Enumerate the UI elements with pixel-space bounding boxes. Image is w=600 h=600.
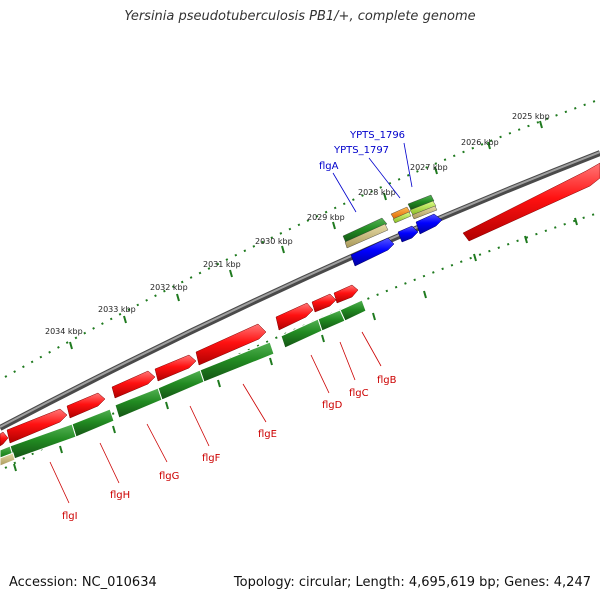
label-leader	[146, 423, 168, 463]
accession-text: Accession: NC_010634	[9, 575, 157, 590]
tick-label: 2029 kbp	[307, 213, 345, 222]
major-tick	[423, 290, 427, 299]
gene-feature-reverse	[280, 318, 323, 349]
gene-feature-forward	[6, 408, 68, 444]
label-leader	[49, 461, 70, 504]
label-leader	[339, 341, 356, 381]
major-tick	[229, 269, 233, 278]
major-tick	[165, 401, 169, 410]
label-leader	[332, 172, 357, 213]
gene-feature-forward	[409, 200, 437, 216]
gene-label-flge: flgE	[258, 429, 277, 440]
genome-summary-text: Topology: circular; Length: 4,695,619 bp…	[233, 575, 591, 590]
gene-label-flga: flgA	[319, 161, 339, 172]
tick-label: 2030 kbp	[255, 237, 293, 246]
gene-feature-forward	[411, 205, 438, 220]
gene-feature-other	[397, 225, 419, 243]
outer-tick-track	[4, 99, 599, 378]
major-tick	[372, 312, 376, 321]
inner-major-ticks	[13, 217, 578, 472]
major-tick	[269, 357, 273, 366]
tick-label: 2033 kbp	[98, 305, 136, 314]
major-tick	[281, 245, 285, 254]
major-tick	[383, 192, 387, 201]
major-tick	[112, 425, 116, 434]
gene-feature-forward	[0, 431, 9, 447]
major-tick	[574, 217, 578, 226]
forward-strand-features	[0, 162, 600, 447]
tick-label: 2026 kbp	[461, 138, 499, 147]
gene-feature-forward	[195, 323, 267, 366]
major-tick	[539, 120, 543, 129]
gene-label-flgi: flgI	[62, 511, 78, 522]
label-leader	[189, 405, 210, 447]
gene-feature-other	[350, 237, 395, 267]
label-leader	[368, 157, 401, 199]
gene-feature-forward	[342, 217, 388, 244]
top-label-leaders	[332, 142, 413, 213]
major-tick	[123, 315, 127, 324]
label-leader	[403, 142, 413, 188]
reverse-strand-features	[0, 299, 367, 467]
major-tick	[332, 221, 336, 230]
gene-feature-forward	[392, 211, 412, 224]
other-features	[350, 213, 443, 267]
gene-feature-reverse	[114, 387, 163, 419]
ypts-region-features	[342, 194, 438, 249]
major-tick	[321, 334, 325, 343]
gene-feature-reverse	[317, 309, 346, 332]
tick-label: 2031 kbp	[203, 260, 241, 269]
tick-label: 2032 kbp	[150, 283, 188, 292]
label-leader	[99, 442, 120, 484]
label-leader	[361, 331, 382, 367]
gene-feature-forward	[66, 392, 106, 419]
gene-feature-forward	[344, 223, 389, 249]
gene-label-flgg: flgG	[159, 471, 179, 482]
gene-label-flgd: flgD	[322, 400, 343, 411]
bottom-gene-labels: flgB flgC flgD flgE flgF flgG flgH flgI	[62, 375, 397, 522]
gene-feature-forward	[111, 370, 156, 399]
label-leader	[242, 383, 267, 423]
gene-feature-forward	[407, 194, 435, 211]
gene-feature-reverse	[0, 452, 16, 467]
major-tick	[434, 166, 438, 175]
genome-backbone	[0, 150, 600, 431]
major-tick	[487, 141, 491, 150]
major-tick	[69, 341, 73, 350]
bottom-label-leaders	[49, 331, 382, 504]
gene-feature-forward	[390, 206, 411, 220]
tick-label: 2027 kbp	[410, 163, 448, 172]
gene-feature-other	[415, 213, 443, 235]
tick-label: 2025 kbp	[512, 112, 550, 121]
major-tick	[473, 253, 477, 262]
gene-feature-forward	[154, 354, 197, 382]
major-tick	[176, 293, 180, 302]
top-gene-labels: YPTS_1796 YPTS_1797 flgA	[319, 130, 405, 172]
tick-label: 2028 kbp	[358, 188, 396, 197]
major-tick	[13, 463, 17, 472]
tick-label: 2034 kbp	[45, 327, 83, 336]
major-tick	[217, 379, 221, 388]
gene-feature-forward	[311, 293, 337, 313]
gene-label-flgh: flgH	[110, 490, 130, 501]
map-title: Yersinia pseudotuberculosis PB1/+, compl…	[124, 9, 476, 24]
gene-label-flgb: flgB	[377, 375, 397, 386]
gene-feature-forward	[333, 284, 359, 304]
gene-label-flgf: flgF	[202, 453, 221, 464]
label-leader	[310, 354, 330, 394]
outer-major-ticks	[69, 120, 543, 350]
gene-feature-forward	[275, 302, 314, 331]
gene-feature-forward	[462, 162, 600, 242]
major-tick	[524, 235, 528, 244]
gene-label-ypts-1797: YPTS_1797	[333, 145, 389, 156]
genome-backbone-highlight	[0, 151, 600, 428]
tick-labels: 2025 kbp 2026 kbp 2027 kbp 2028 kbp 2029…	[45, 112, 550, 336]
gene-label-flgc: flgC	[349, 388, 369, 399]
major-tick	[59, 445, 63, 454]
gene-label-ypts-1796: YPTS_1796	[349, 130, 405, 141]
